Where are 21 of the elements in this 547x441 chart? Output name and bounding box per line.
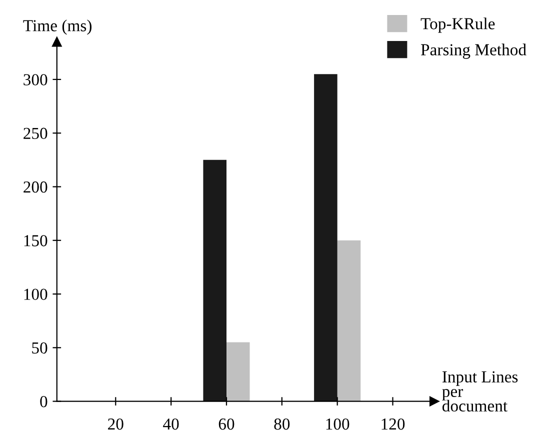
bar [203,160,226,402]
x-tick-label: 40 [163,418,179,430]
x-tick-label: 20 [108,418,124,430]
y-tick-label: 200 [24,181,48,193]
x-tick-label: 100 [326,418,350,430]
bar [226,342,250,402]
legend-label: Parsing Method [420,44,526,59]
y-tick-label: 50 [32,342,48,354]
y-tick-label: 0 [40,396,48,408]
y-tick-label: 100 [24,288,48,300]
y-tick-label: 150 [24,235,48,246]
legend-label: Top-KRule [420,18,495,33]
y-tick-label: 250 [24,128,48,140]
x-tick-label: 60 [218,418,234,430]
bar [314,74,338,402]
bar [337,240,361,402]
y-axis-title: Time (ms) [23,20,92,35]
x-axis-title: Input Lines per document [442,371,518,412]
y-tick-label: 300 [24,74,48,86]
x-tick-label: 120 [382,418,405,430]
x-tick-label: 80 [274,418,290,430]
